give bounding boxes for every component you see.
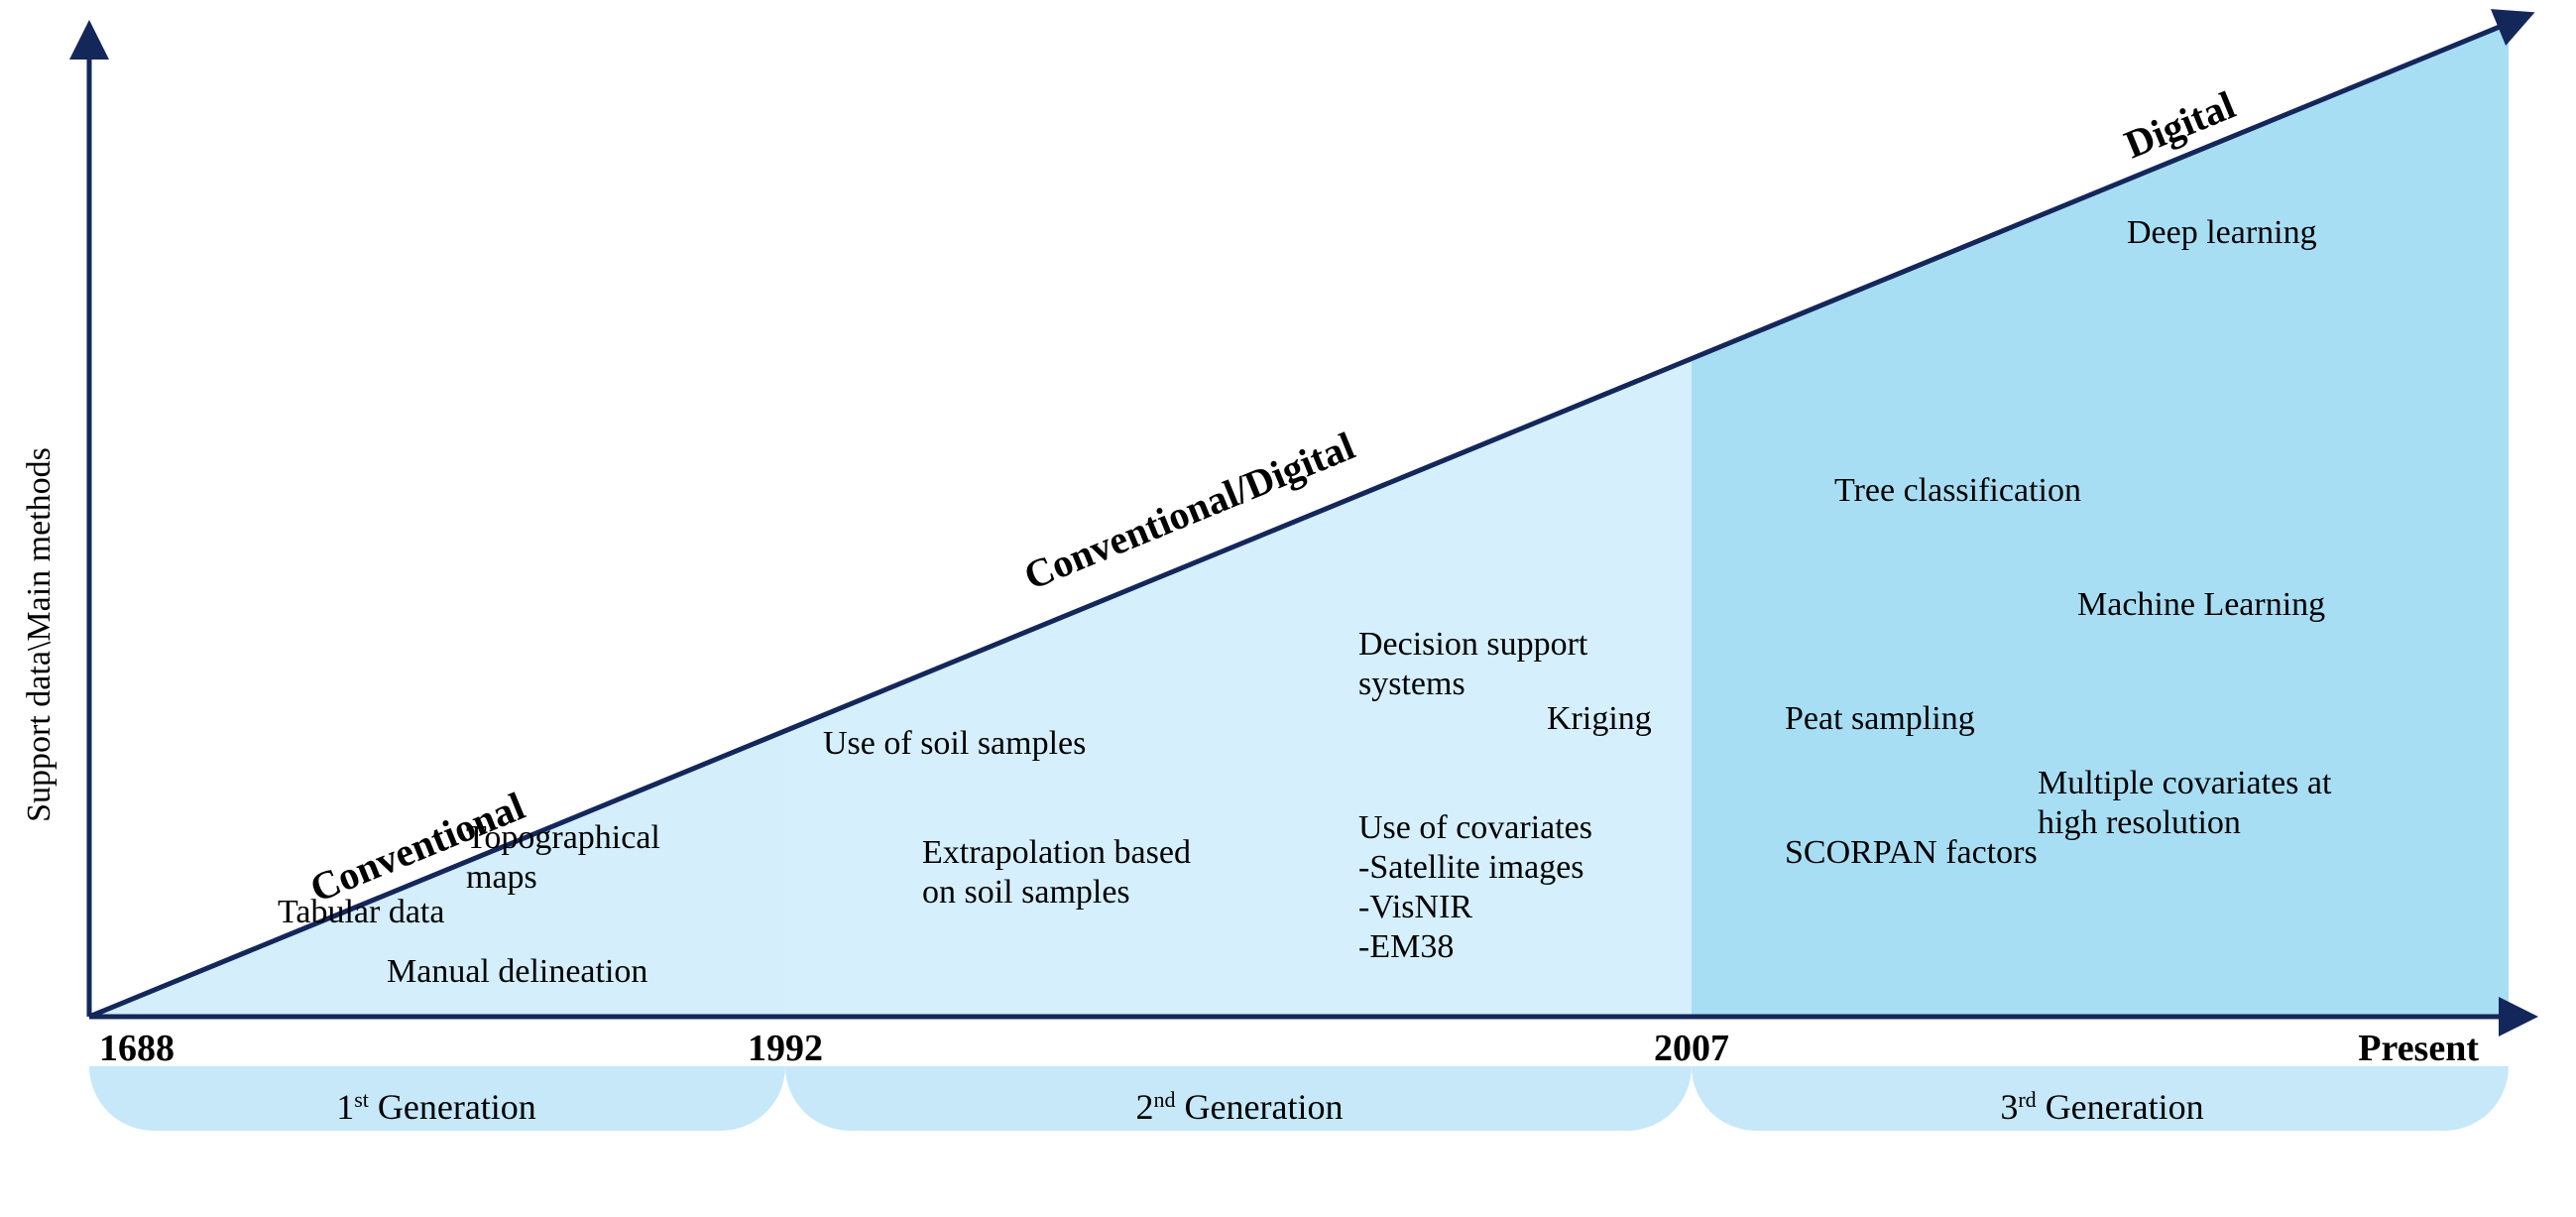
timeline-diagram: 1688 1992 2007 Present Support data\Main met… [0, 0, 2576, 1217]
x-tick-2007: 2007 [1654, 1028, 1729, 1069]
item-label-3: Use of soil samples [823, 725, 1086, 762]
item-label-10: Machine Learning [2077, 586, 2325, 623]
x-tick-1992: 1992 [748, 1028, 823, 1069]
y-axis-label: Support data\Main methods [21, 447, 58, 822]
item-label-2: Manual delineation [387, 953, 647, 990]
x-tick-present: Present [2358, 1028, 2479, 1069]
era-region-1 [785, 359, 1692, 1017]
x-tick-1688: 1688 [99, 1028, 175, 1069]
item-label-0: Tabular data [278, 894, 444, 930]
item-label-6: Kriging [1547, 700, 1652, 737]
item-label-9: Tree classification [1834, 472, 2081, 509]
item-label-11: Peat sampling [1785, 700, 1975, 737]
item-label-8: Deep learning [2127, 214, 2317, 251]
item-label-13: SCORPAN factors [1785, 834, 2038, 871]
